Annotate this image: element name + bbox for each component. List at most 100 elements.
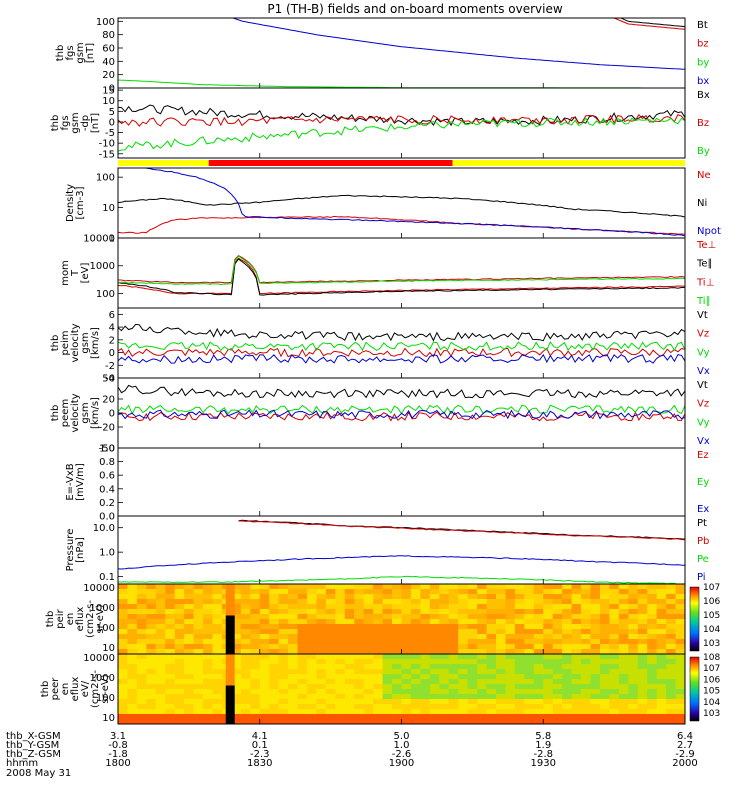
heatmap-cell bbox=[184, 599, 194, 605]
heatmap-cell bbox=[599, 609, 610, 615]
heatmap-cell bbox=[410, 584, 421, 590]
y-tick-label: 10000 bbox=[83, 234, 115, 245]
legend-Vz: Vz bbox=[697, 399, 709, 410]
heatmap-cell bbox=[127, 699, 138, 705]
heatmap-cell bbox=[590, 614, 601, 620]
heatmap-cell bbox=[599, 594, 610, 600]
heatmap-cell bbox=[562, 644, 572, 650]
heatmap-cell bbox=[203, 669, 213, 675]
heatmap-cell bbox=[278, 709, 289, 715]
heatmap-cell bbox=[486, 629, 497, 635]
heatmap-cell bbox=[420, 619, 431, 625]
heatmap-cell bbox=[524, 649, 535, 654]
heatmap-cell bbox=[127, 704, 138, 710]
heatmap-cell bbox=[533, 649, 544, 654]
heatmap-cell bbox=[392, 614, 402, 620]
heatmap-cell bbox=[203, 614, 213, 620]
heatmap-cell bbox=[307, 609, 317, 615]
heatmap-cell bbox=[136, 644, 147, 650]
heatmap-cell bbox=[467, 614, 478, 620]
heatmap-cell bbox=[505, 634, 516, 640]
heatmap-cell bbox=[524, 634, 535, 640]
heatmap-cell bbox=[628, 599, 639, 605]
y-tick-label: 1000 bbox=[90, 673, 115, 684]
heatmap-cell bbox=[307, 699, 317, 705]
heatmap-cell bbox=[259, 624, 270, 630]
heatmap-cell bbox=[354, 714, 365, 720]
heatmap-cell bbox=[448, 644, 459, 650]
heatmap-cell bbox=[363, 599, 374, 605]
heatmap-cell bbox=[656, 654, 667, 660]
heatmap-cell bbox=[514, 609, 525, 615]
heatmap-cell bbox=[193, 704, 204, 710]
heatmap-cell bbox=[410, 684, 421, 690]
heatmap-cell bbox=[599, 669, 610, 675]
heatmap-cell bbox=[250, 654, 261, 660]
heatmap-cell bbox=[637, 654, 648, 660]
heatmap-cell bbox=[590, 594, 601, 600]
heatmap-cell bbox=[609, 609, 620, 615]
heatmap-cell bbox=[269, 604, 280, 610]
heatmap-cell bbox=[212, 719, 223, 724]
heatmap-cell bbox=[543, 714, 554, 720]
heatmap-cell bbox=[609, 614, 620, 620]
heatmap-cell bbox=[203, 659, 213, 665]
heatmap-cell bbox=[571, 719, 582, 724]
series-line-bx bbox=[231, 18, 685, 70]
heatmap-cell bbox=[675, 649, 685, 654]
heatmap-cell bbox=[505, 654, 516, 660]
heatmap-cell bbox=[269, 659, 280, 665]
heatmap-cell bbox=[401, 699, 412, 705]
heatmap-cell bbox=[458, 614, 469, 620]
series-line-Pi bbox=[118, 555, 685, 570]
heatmap-cell bbox=[297, 664, 308, 670]
series-line-Ti⊥ bbox=[118, 254, 685, 284]
heatmap-cell bbox=[628, 644, 639, 650]
heatmap-cell bbox=[486, 699, 497, 705]
heatmap-cell bbox=[496, 714, 506, 720]
heatmap-cell bbox=[429, 674, 440, 680]
heatmap-cell bbox=[165, 684, 176, 690]
heatmap-cell bbox=[382, 599, 393, 605]
heatmap-cell bbox=[231, 694, 242, 700]
heatmap-cell bbox=[392, 669, 402, 675]
heatmap-cell bbox=[458, 679, 469, 685]
heatmap-cell bbox=[354, 719, 365, 724]
heatmap-cell bbox=[448, 589, 459, 595]
heatmap-cell bbox=[250, 714, 261, 720]
heatmap-cell bbox=[382, 614, 393, 620]
legend-Te∥: Te∥ bbox=[696, 259, 713, 270]
heatmap-cell bbox=[392, 604, 402, 610]
heatmap-cell bbox=[307, 654, 317, 660]
heatmap-cell bbox=[420, 664, 431, 670]
heatmap-cell bbox=[637, 639, 648, 645]
heatmap-cell bbox=[165, 644, 176, 650]
heatmap-cell bbox=[486, 719, 497, 724]
heatmap-cell bbox=[675, 714, 685, 720]
heatmap-cell bbox=[543, 594, 554, 600]
heatmap-cell bbox=[354, 674, 365, 680]
heatmap-cell bbox=[118, 689, 128, 695]
heatmap-cell bbox=[581, 689, 591, 695]
heatmap-cell bbox=[203, 584, 213, 590]
panel-ylabel: thbpeimvelocitygsm[km/s] bbox=[50, 323, 101, 362]
heatmap-cell bbox=[666, 714, 676, 720]
heatmap-cell bbox=[325, 594, 336, 600]
heatmap-cell bbox=[429, 599, 440, 605]
heatmap-cell bbox=[297, 639, 308, 645]
heatmap-cell bbox=[136, 719, 147, 724]
heatmap-cell bbox=[477, 694, 487, 700]
heatmap-cell bbox=[562, 694, 572, 700]
heatmap-cell bbox=[486, 604, 497, 610]
heatmap-cell bbox=[392, 649, 402, 654]
heatmap-cell bbox=[429, 654, 440, 660]
heatmap-cell bbox=[363, 624, 374, 630]
heatmap-cell bbox=[297, 584, 308, 590]
heatmap-cell bbox=[344, 629, 355, 635]
heatmap-cell bbox=[618, 629, 629, 635]
heatmap-cell bbox=[250, 689, 261, 695]
heatmap-cell bbox=[410, 689, 421, 695]
heatmap-cell bbox=[675, 704, 685, 710]
heatmap-cell bbox=[675, 619, 685, 625]
heatmap-cell bbox=[618, 584, 629, 590]
